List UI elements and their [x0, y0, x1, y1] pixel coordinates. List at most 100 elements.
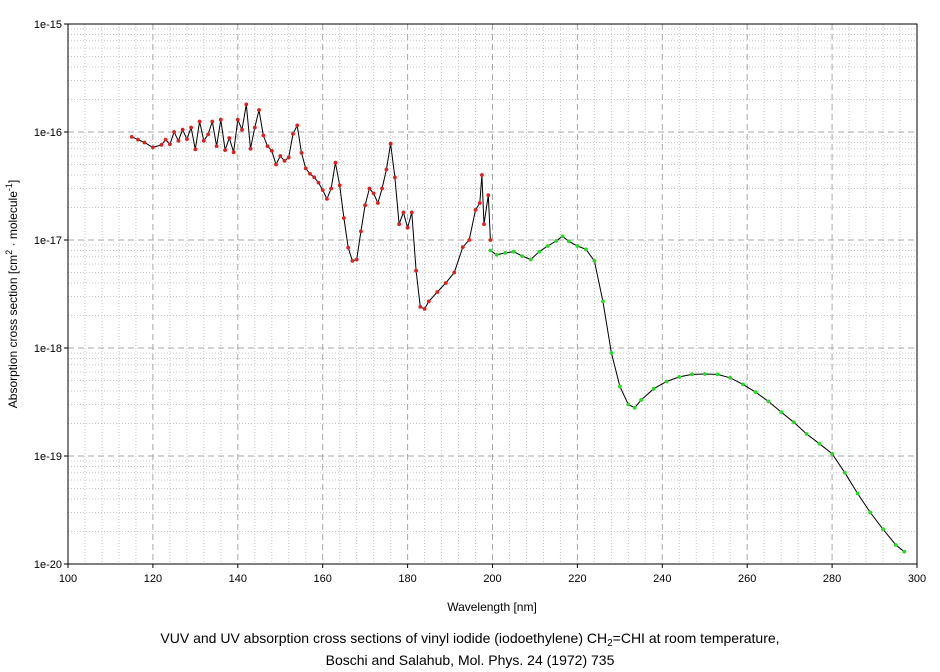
data-point	[702, 372, 707, 376]
y-tick-label: 1e-20	[34, 559, 62, 571]
data-point	[601, 299, 605, 304]
data-point	[690, 372, 694, 377]
data-point	[467, 238, 472, 242]
data-point	[371, 191, 376, 196]
y-tick-label: 1e-19	[34, 451, 62, 463]
data-point	[443, 281, 448, 285]
data-point	[482, 222, 486, 227]
data-point	[295, 123, 300, 128]
data-point	[503, 251, 508, 255]
data-point	[168, 142, 172, 147]
data-point	[618, 384, 622, 389]
data-point	[545, 244, 550, 248]
data-point	[189, 125, 194, 130]
data-point	[881, 527, 885, 532]
data-point	[792, 420, 796, 425]
y-tick-label: 1e-15	[34, 19, 62, 31]
data-point	[511, 249, 516, 254]
data-point	[218, 117, 223, 122]
data-point	[325, 197, 329, 201]
data-point	[180, 127, 185, 132]
series-points	[129, 102, 907, 554]
data-point	[560, 234, 565, 239]
data-point	[902, 549, 907, 554]
data-point	[639, 398, 643, 402]
y-tick-label: 1e-18	[34, 343, 62, 355]
data-point	[129, 135, 134, 139]
data-point	[252, 125, 257, 130]
data-point	[329, 186, 334, 191]
data-point	[397, 222, 401, 227]
data-point	[554, 239, 559, 243]
data-point	[350, 259, 355, 263]
data-point	[494, 252, 499, 257]
data-point	[291, 132, 295, 136]
data-point	[320, 188, 325, 193]
data-point	[426, 299, 431, 304]
data-point	[477, 201, 482, 205]
data-point	[359, 229, 363, 234]
data-point	[227, 136, 232, 140]
data-point	[486, 193, 491, 198]
data-point	[206, 132, 211, 137]
data-point	[231, 150, 236, 155]
data-point	[460, 245, 465, 250]
data-point	[223, 148, 228, 153]
data-point	[842, 470, 847, 475]
data-point	[367, 186, 372, 191]
data-point	[584, 247, 588, 252]
data-point	[185, 137, 189, 142]
y-label-end: ]	[6, 180, 20, 183]
data-point	[753, 390, 758, 395]
data-point	[830, 451, 834, 456]
x-tick-label: 160	[314, 573, 332, 585]
data-point	[575, 244, 580, 248]
data-point	[664, 379, 669, 384]
data-point	[766, 399, 771, 404]
data-point	[299, 151, 304, 155]
data-point	[278, 154, 283, 158]
data-point	[632, 405, 637, 410]
y-tick-label: 1e-16	[34, 127, 62, 139]
caption-pre: VUV and UV absorption cross sections of …	[160, 630, 608, 646]
data-point	[488, 238, 493, 242]
data-point	[626, 402, 631, 407]
data-point	[240, 127, 244, 132]
data-point	[409, 210, 414, 215]
data-point	[346, 245, 351, 250]
data-point	[235, 117, 240, 122]
data-point	[316, 180, 321, 185]
x-tick-label: 240	[653, 573, 671, 585]
minor-gridlines	[68, 24, 917, 564]
x-tick-label: 200	[483, 573, 501, 585]
data-point	[193, 147, 198, 152]
data-point	[308, 171, 312, 176]
y-axis-label: Absorption cross section [cm2 · molecule…	[4, 180, 20, 408]
data-point	[312, 175, 317, 180]
caption-line-2: Boschi and Salahub, Mol. Phys. 24 (1972)…	[325, 652, 615, 668]
data-point	[393, 175, 397, 180]
data-point	[779, 410, 784, 414]
data-point	[363, 203, 367, 208]
data-point	[136, 137, 140, 142]
x-tick-label: 140	[229, 573, 247, 585]
data-point	[893, 543, 898, 547]
data-point	[265, 144, 270, 149]
data-point	[159, 143, 164, 147]
data-point	[176, 138, 181, 143]
data-point	[804, 432, 809, 436]
data-point	[282, 159, 287, 163]
data-point	[855, 491, 860, 496]
caption-sub: 2	[607, 638, 613, 649]
data-point	[418, 305, 423, 309]
data-point	[817, 441, 822, 446]
data-point	[651, 386, 656, 391]
data-point	[201, 138, 206, 143]
y-label-base: Absorption cross section [cm	[6, 255, 20, 408]
data-point	[337, 183, 342, 188]
x-tick-label: 280	[823, 573, 841, 585]
data-point	[592, 259, 597, 263]
chart: 100 120 140 160 180 200 220 240 260 280 300 1e-20 1e…	[4, 19, 927, 614]
data-point	[452, 270, 457, 275]
data-point	[210, 119, 215, 124]
